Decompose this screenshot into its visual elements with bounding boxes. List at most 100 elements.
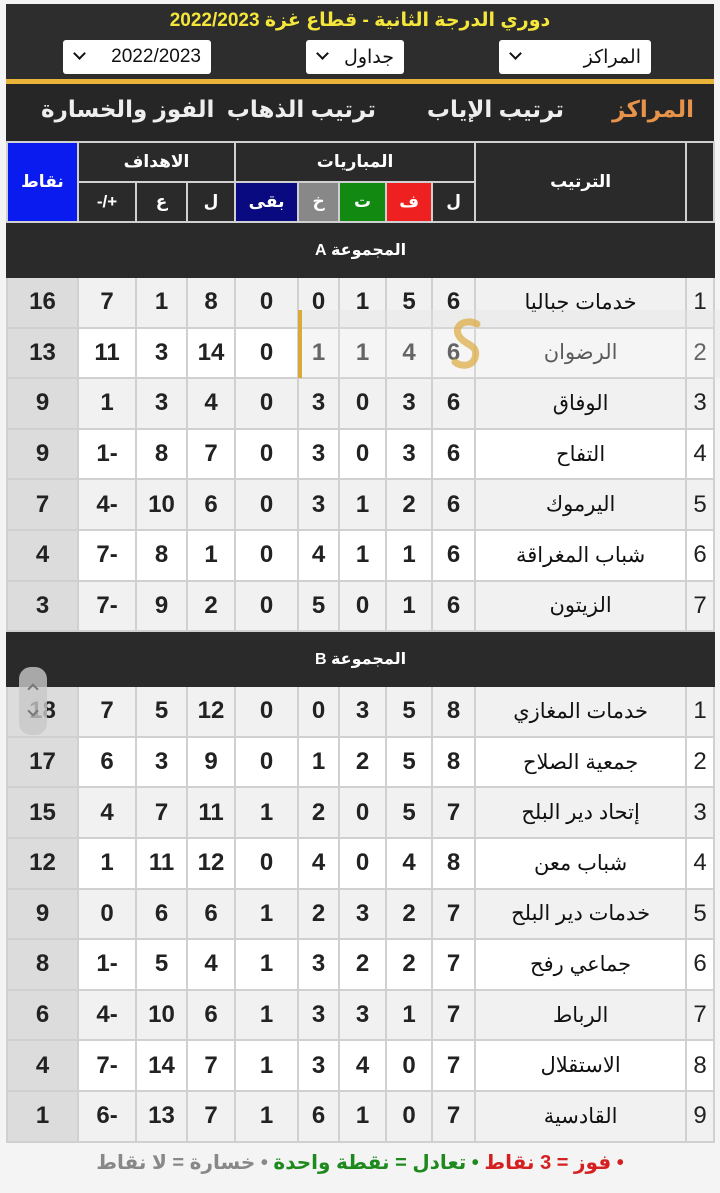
won-cell: 2 [385, 478, 434, 531]
team-name-cell[interactable]: اليرموك [474, 478, 688, 531]
league-title: دوري الدرجة الثانية - قطاع غزة 2022/2023 [169, 10, 551, 31]
tab-bar: المراكز ترتيب الإياب ترتيب الذهاب الفوز … [6, 84, 714, 141]
goal-diff-cell: -4 [76, 988, 138, 1042]
won-cell: 4 [385, 836, 434, 890]
table-row[interactable]: 6 شباب المغراقة 6 1 1 4 0 1 8 -7 4 [6, 528, 716, 582]
table-row[interactable]: 9 القادسية 7 0 1 6 1 7 13 -6 1 [6, 1089, 716, 1143]
table-row[interactable]: 5 خدمات دير البلح 7 2 3 2 1 6 6 0 9 [6, 887, 716, 941]
team-name-cell[interactable]: شباب المغراقة [474, 528, 688, 582]
won-cell: 2 [385, 938, 434, 991]
goals-against-cell: 3 [135, 377, 189, 430]
team-name-cell[interactable]: الرباط [474, 988, 688, 1042]
team-name-cell[interactable]: شباب معن [474, 836, 688, 890]
drawn-cell: 3 [338, 887, 388, 941]
team-name-cell[interactable]: جماعي رفح [474, 938, 688, 991]
view-select[interactable]: جداول [306, 40, 404, 74]
points-cell: 17 [6, 735, 79, 789]
lost-cell: 0 [297, 685, 341, 738]
played-cell: 7 [431, 1089, 477, 1143]
played-cell: 8 [431, 735, 477, 789]
table-row[interactable]: 3 الوفاق 6 3 0 3 0 4 3 1 9 [6, 377, 716, 430]
goals-for-cell: 6 [186, 478, 237, 531]
remaining-cell: 0 [234, 685, 300, 738]
played-cell: 7 [431, 887, 477, 941]
table-row[interactable]: 4 شباب معن 8 4 0 4 0 12 11 1 12 [6, 836, 716, 890]
team-name-cell[interactable]: التفاح [474, 427, 688, 481]
tab-first-leg[interactable]: ترتيب الذهاب [226, 96, 376, 122]
table-row[interactable]: 7 الرباط 7 1 3 3 1 6 10 -4 6 [6, 988, 716, 1042]
drawn-cell: 0 [338, 427, 388, 481]
rank-cell: 1 [685, 685, 716, 738]
group-header: المجموعة A [5, 221, 716, 278]
won-cell: 4 [385, 326, 434, 380]
remaining-cell: 0 [234, 276, 300, 329]
table-row[interactable]: 7 الزيتون 6 1 0 5 0 2 9 -7 3 [6, 579, 716, 633]
goals-for-cell: 2 [186, 579, 237, 633]
won-cell: 1 [385, 528, 434, 582]
lost-cell: 4 [297, 528, 341, 582]
team-name-cell[interactable]: خدمات جباليا [474, 276, 688, 329]
remaining-header: بقى [234, 181, 300, 223]
drawn-cell: 1 [338, 1089, 388, 1143]
team-name-cell[interactable]: القادسية [474, 1089, 688, 1143]
goals-against-cell: 5 [135, 685, 189, 738]
standing-header: الترتيب [474, 141, 688, 223]
played-cell: 7 [431, 786, 477, 839]
team-name-cell[interactable]: الاستقلال [474, 1039, 688, 1092]
goal-diff-cell: 0 [76, 887, 138, 941]
rank-cell: 3 [685, 786, 716, 839]
team-name-cell[interactable]: خدمات المغازي [474, 685, 688, 738]
table-row[interactable]: 2 جمعية الصلاح 8 5 2 1 0 9 3 6 17 [6, 735, 716, 789]
goal-diff-cell: -6 [76, 1089, 138, 1143]
goals-against-cell: 8 [135, 427, 189, 481]
goals-against-cell: 14 [135, 1039, 189, 1092]
team-name-cell[interactable]: جمعية الصلاح [474, 735, 688, 789]
team-name-cell[interactable]: الوفاق [474, 377, 688, 430]
goals-against-cell: 1 [135, 276, 189, 329]
season-select[interactable]: 2022/2023 [63, 40, 211, 74]
goals-for-cell: 8 [186, 276, 237, 329]
won-cell: 3 [385, 377, 434, 430]
table-row[interactable]: 2 الرضوان 6 4 1 1 0 14 3 11 13 [6, 326, 716, 380]
team-name-cell[interactable]: إتحاد دير البلح [474, 786, 688, 839]
remaining-cell: 1 [234, 938, 300, 991]
tab-standings[interactable]: المراكز [612, 96, 694, 122]
table-row[interactable]: 5 اليرموك 6 2 1 3 0 6 10 -4 7 [6, 478, 716, 531]
rank-cell: 1 [685, 276, 716, 329]
won-cell: 1 [385, 988, 434, 1042]
goals-against-cell: 10 [135, 988, 189, 1042]
goals-against-cell: 13 [135, 1089, 189, 1143]
team-name-cell[interactable]: الرضوان [474, 326, 688, 380]
lost-cell: 5 [297, 579, 341, 633]
played-cell: 6 [431, 528, 477, 582]
remaining-cell: 1 [234, 887, 300, 941]
goal-diff-cell: -1 [76, 938, 138, 991]
chevron-down-icon [27, 705, 39, 717]
scroll-handle[interactable] [19, 667, 47, 735]
lost-cell: 0 [297, 276, 341, 329]
group-name: المجموعة A [5, 221, 716, 278]
lost-cell: 3 [297, 478, 341, 531]
team-name-cell[interactable]: خدمات دير البلح [474, 887, 688, 941]
tab-win-loss[interactable]: الفوز والخسارة [41, 96, 215, 122]
table-row[interactable]: 1 خدمات جباليا 6 5 1 0 0 8 1 7 16 [6, 276, 716, 329]
rank-cell: 4 [685, 836, 716, 890]
group-header: المجموعة B [5, 630, 716, 688]
drawn-cell: 0 [338, 377, 388, 430]
table-row[interactable]: 8 الاستقلال 7 0 4 3 1 7 14 -7 4 [6, 1039, 716, 1092]
rank-header [685, 141, 716, 223]
team-name-cell[interactable]: الزيتون [474, 579, 688, 633]
points-cell: 9 [6, 377, 79, 430]
drawn-cell: 3 [338, 988, 388, 1042]
table-row[interactable]: 3 إتحاد دير البلح 7 5 0 2 1 11 7 4 15 [6, 786, 716, 839]
goals-against-cell: 10 [135, 478, 189, 531]
goals-against-cell: 3 [135, 326, 189, 380]
type-select[interactable]: المراكز [499, 40, 651, 74]
table-row[interactable]: 6 جماعي رفح 7 2 2 3 1 4 5 -1 8 [6, 938, 716, 991]
tab-second-leg[interactable]: ترتيب الإياب [426, 96, 564, 122]
rank-cell: 6 [685, 528, 716, 582]
chevron-down-icon [509, 47, 522, 60]
rank-cell: 2 [685, 735, 716, 789]
table-row[interactable]: 4 التفاح 6 3 0 3 0 7 8 -1 9 [6, 427, 716, 481]
